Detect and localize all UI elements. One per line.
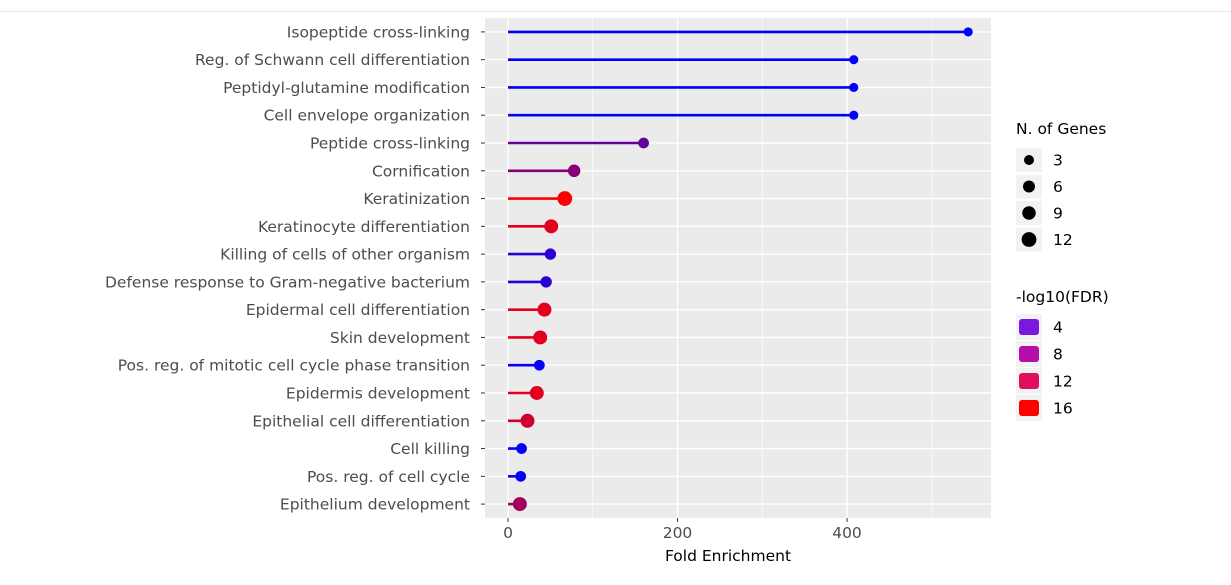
lollipop-dot — [557, 191, 573, 206]
size-legend-dot — [1021, 232, 1037, 247]
lollipop-dot — [512, 497, 527, 512]
y-tick-label: Cell envelope organization — [264, 107, 470, 125]
lollipop-dots — [512, 27, 973, 512]
size-legend-label: 3 — [1053, 152, 1063, 170]
y-tick-label: Epidermal cell differentiation — [246, 301, 470, 319]
color-legend-label: 8 — [1053, 346, 1063, 364]
color-legend-swatch — [1019, 373, 1039, 389]
lollipop-dot — [533, 359, 545, 371]
lollipop-dot — [849, 82, 859, 93]
size-legend-label: 6 — [1053, 178, 1063, 196]
size-legend: N. of Genes 3 6 9 12 — [1016, 120, 1106, 252]
x-tick-label: 400 — [832, 524, 862, 542]
y-tick-label: Killing of cells of other organism — [220, 246, 470, 264]
x-tick-label: 0 — [503, 524, 513, 542]
lollipop-dot — [567, 164, 581, 178]
y-tick-label: Epithelial cell differentiation — [252, 412, 470, 430]
color-legend-title: -log10(FDR) — [1016, 288, 1109, 306]
lollipop-dot — [544, 248, 557, 260]
y-tick-label: Pos. reg. of mitotic cell cycle phase tr… — [118, 357, 470, 375]
y-tick-label: Skin development — [330, 329, 470, 347]
lollipop-dot — [533, 330, 548, 345]
size-legend-label: 12 — [1053, 231, 1073, 249]
y-tick-label: Keratinocyte differentiation — [258, 218, 470, 236]
size-legend-dot — [1022, 206, 1036, 220]
color-legend-label: 4 — [1053, 319, 1063, 337]
x-axis: 0 200 400 — [503, 518, 862, 542]
lollipop-dot — [849, 55, 859, 65]
y-tick-label: Isopeptide cross-linking — [287, 23, 470, 41]
lollipop-dot — [515, 470, 527, 482]
color-legend-swatch — [1019, 400, 1039, 416]
lollipop-dot — [520, 413, 535, 428]
y-tick-label: Reg. of Schwann cell differentiation — [195, 51, 470, 69]
lollipop-dot — [638, 137, 649, 149]
size-legend-label: 9 — [1053, 205, 1063, 223]
lollipop-dot — [540, 276, 552, 288]
y-tick-label: Peptidyl-glutamine modification — [223, 79, 470, 97]
lollipop-dot — [544, 219, 559, 234]
y-tick-label: Cornification — [372, 162, 470, 180]
lollipop-dot — [516, 443, 527, 454]
y-tick-label: Keratinization — [363, 190, 470, 208]
y-tick-label: Epithelium development — [280, 496, 470, 514]
y-tick-label: Cell killing — [390, 440, 470, 458]
lollipop-dot — [963, 27, 973, 37]
x-axis-title: Fold Enrichment — [665, 547, 791, 565]
color-legend-label: 16 — [1053, 400, 1073, 418]
size-legend-dot — [1024, 155, 1034, 165]
x-tick-label: 200 — [663, 524, 693, 542]
y-tick-label: Peptide cross-linking — [310, 135, 470, 153]
color-legend-swatch — [1019, 319, 1039, 335]
y-tick-label: Defense response to Gram-negative bacter… — [105, 273, 470, 291]
top-divider — [0, 11, 1231, 12]
lollipop-dot — [849, 110, 859, 120]
lollipop-dot — [529, 386, 544, 400]
y-axis-labels: Isopeptide cross-linking Reg. of Schwann … — [105, 23, 485, 514]
color-legend-label: 12 — [1053, 373, 1073, 391]
color-legend: -log10(FDR) 4 8 12 16 — [1016, 288, 1109, 421]
size-legend-dot — [1023, 180, 1035, 193]
size-legend-title: N. of Genes — [1016, 120, 1106, 138]
color-legend-swatch — [1019, 346, 1039, 362]
lollipop-dot — [537, 302, 552, 317]
plot-panel — [485, 18, 991, 518]
y-tick-label: Pos. reg. of cell cycle — [307, 468, 470, 486]
y-tick-label: Epidermis development — [286, 385, 470, 403]
